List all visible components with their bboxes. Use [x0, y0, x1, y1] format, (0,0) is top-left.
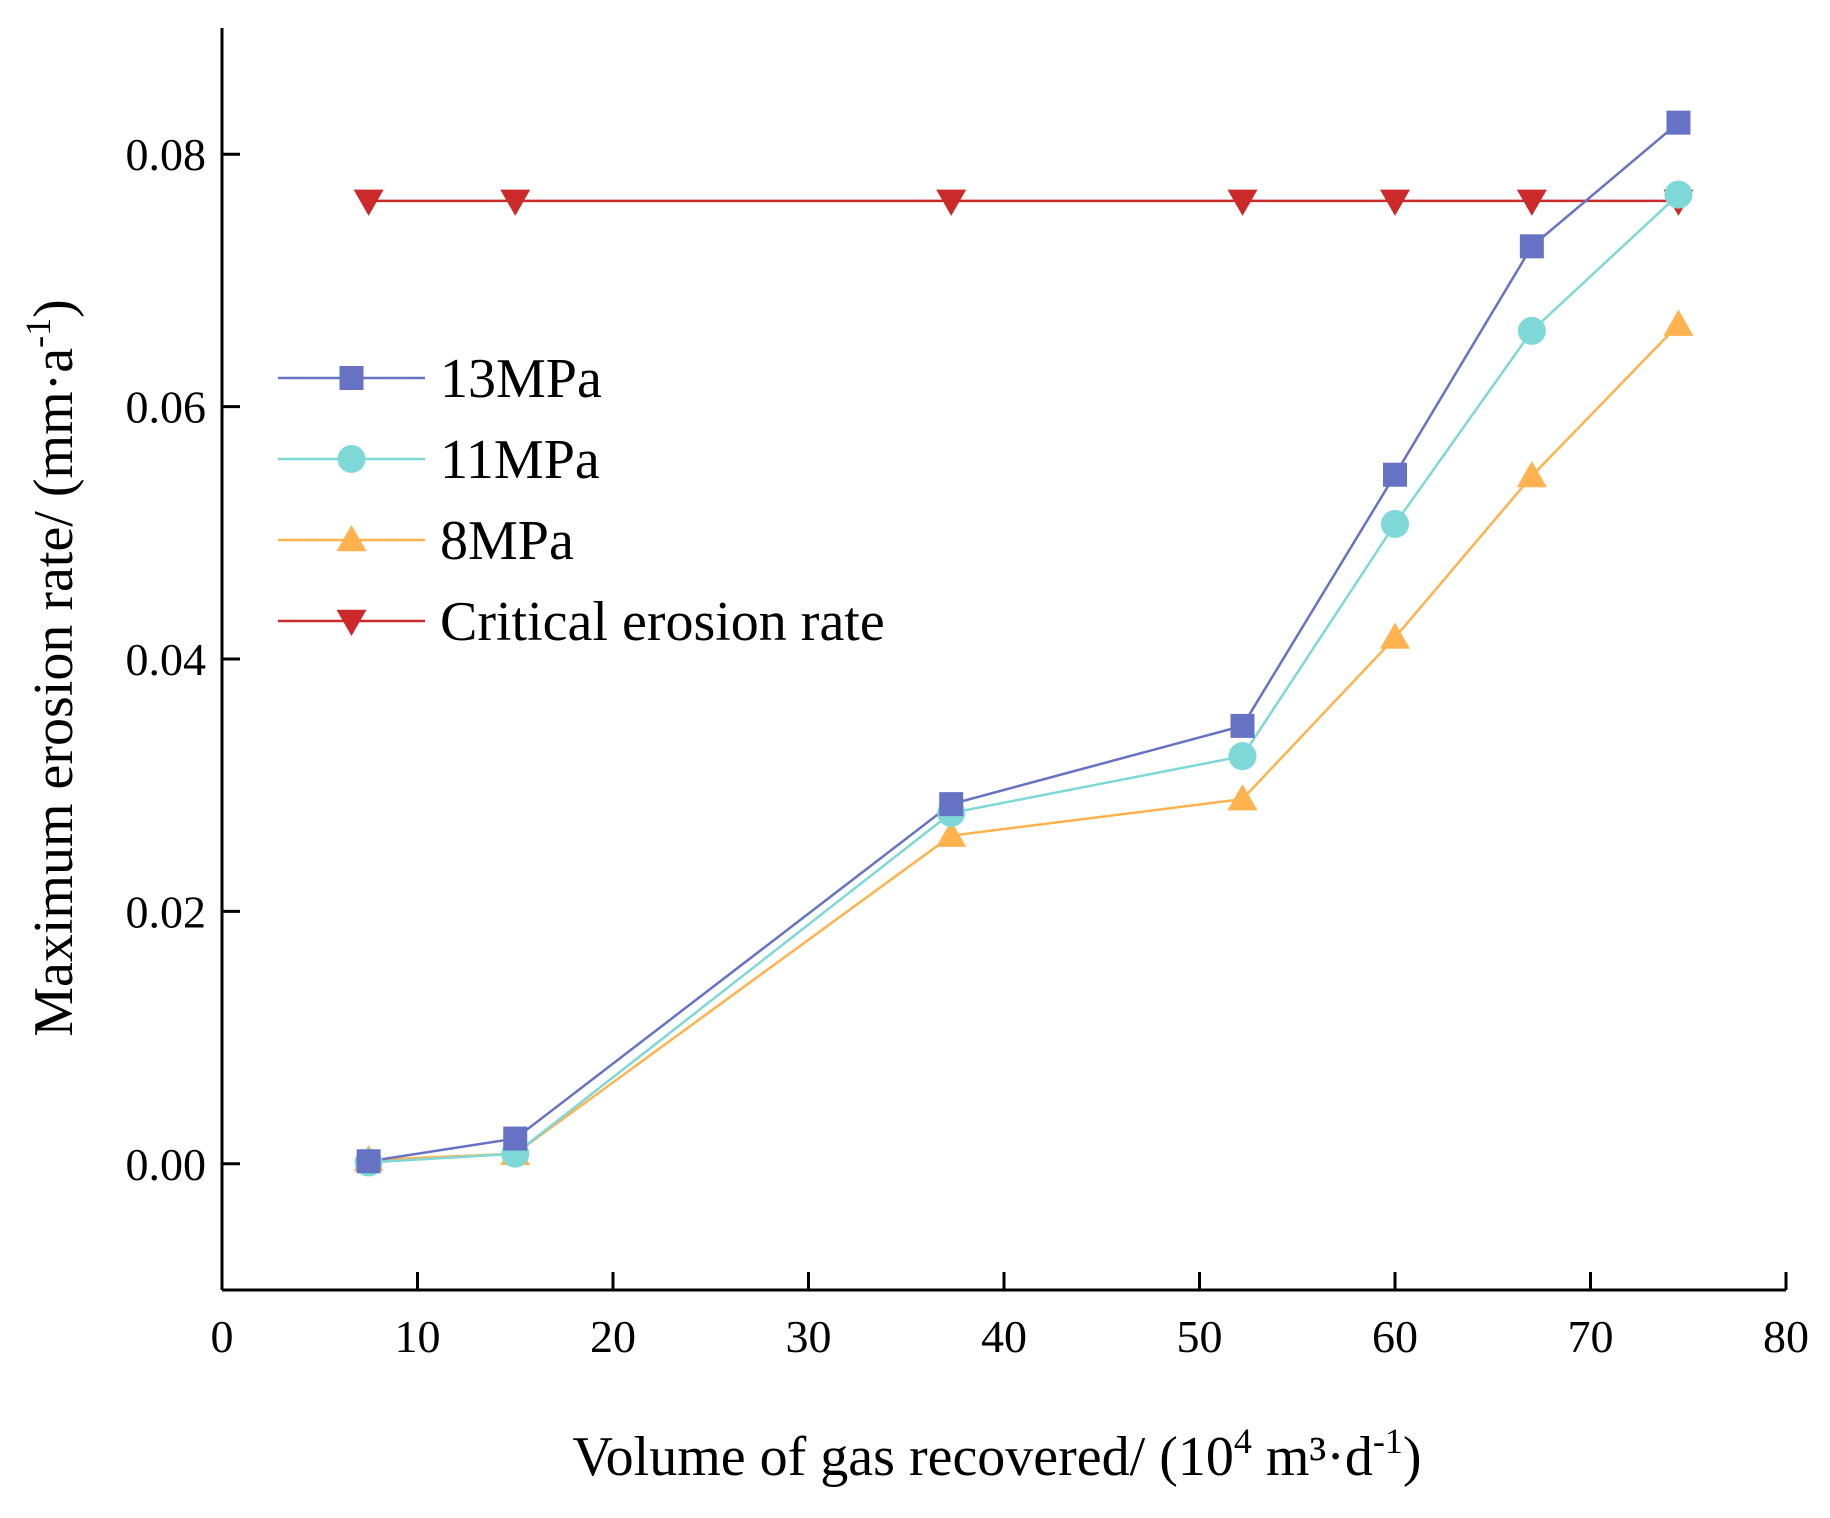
- plot-series-group: [353, 110, 1694, 1177]
- legend-marker-8mpa: [336, 525, 367, 552]
- data-point-8mpa: [1516, 461, 1547, 488]
- data-point-13mpa: [1230, 713, 1255, 738]
- data-point-8mpa: [1380, 622, 1410, 649]
- data-point-8mpa: [1663, 309, 1694, 336]
- x-tick-label: 10: [395, 1311, 441, 1362]
- legend-marker-critical-erosion-rate: [336, 609, 367, 636]
- x-tick-label: 0: [211, 1311, 234, 1362]
- x-tick-label: 20: [590, 1311, 636, 1362]
- legend-marker-11mpa: [337, 445, 366, 473]
- x-tick-label: 30: [786, 1311, 832, 1362]
- data-point-11mpa: [1517, 316, 1546, 345]
- data-point-13mpa: [1666, 110, 1691, 135]
- x-tick-label: 40: [981, 1311, 1027, 1362]
- y-tick-label: 0.04: [126, 634, 207, 685]
- data-point-critical-erosion-rate: [500, 189, 531, 216]
- data-point-critical-erosion-rate: [1380, 189, 1410, 216]
- data-point-13mpa: [939, 792, 964, 817]
- legend-label-8mpa: 8MPa: [440, 510, 574, 572]
- legend-label-critical-erosion-rate: Critical erosion rate: [440, 591, 885, 653]
- y-tick-label: 0.00: [126, 1139, 207, 1190]
- data-point-13mpa: [503, 1126, 528, 1151]
- ticks-group: 0 10 20 30 40 50 60 70 80 0.00 0.02 0.04 0.06 0.08: [126, 129, 1810, 1362]
- data-point-13mpa: [1383, 462, 1407, 487]
- y-tick-label: 0.08: [126, 129, 207, 180]
- legend: 13MPa 11MPa 8MPa Critical erosion rate: [278, 348, 885, 653]
- data-point-critical-erosion-rate: [1516, 189, 1547, 216]
- legend-label-11mpa: 11MPa: [440, 429, 600, 491]
- y-tick-label: 0.06: [126, 382, 207, 433]
- x-tick-label: 70: [1568, 1311, 1614, 1362]
- data-point-13mpa: [1519, 234, 1544, 259]
- y-tick-label: 0.02: [126, 886, 207, 937]
- y-axis-title: Maximum erosion rate/ (mm·a-1): [18, 299, 85, 1037]
- x-tick-label: 80: [1763, 1311, 1809, 1362]
- data-point-11mpa: [1228, 742, 1257, 771]
- data-point-critical-erosion-rate: [353, 189, 384, 216]
- legend-label-13mpa: 13MPa: [440, 348, 602, 410]
- data-point-11mpa: [1381, 509, 1409, 538]
- data-point-13mpa: [356, 1149, 381, 1174]
- data-point-critical-erosion-rate: [1227, 189, 1258, 216]
- data-point-8mpa: [1227, 784, 1258, 811]
- data-point-8mpa: [936, 820, 967, 847]
- axes-group: [220, 28, 1786, 1292]
- x-tick-label: 60: [1372, 1311, 1418, 1362]
- x-axis-title: Volume of gas recovered/ (104 m³·d-1): [572, 1421, 1421, 1488]
- x-tick-label: 50: [1177, 1311, 1223, 1362]
- series-line-11mpa: [368, 193, 1680, 1164]
- data-point-critical-erosion-rate: [936, 189, 967, 216]
- data-point-11mpa: [1664, 180, 1693, 209]
- legend-marker-13mpa: [339, 366, 364, 390]
